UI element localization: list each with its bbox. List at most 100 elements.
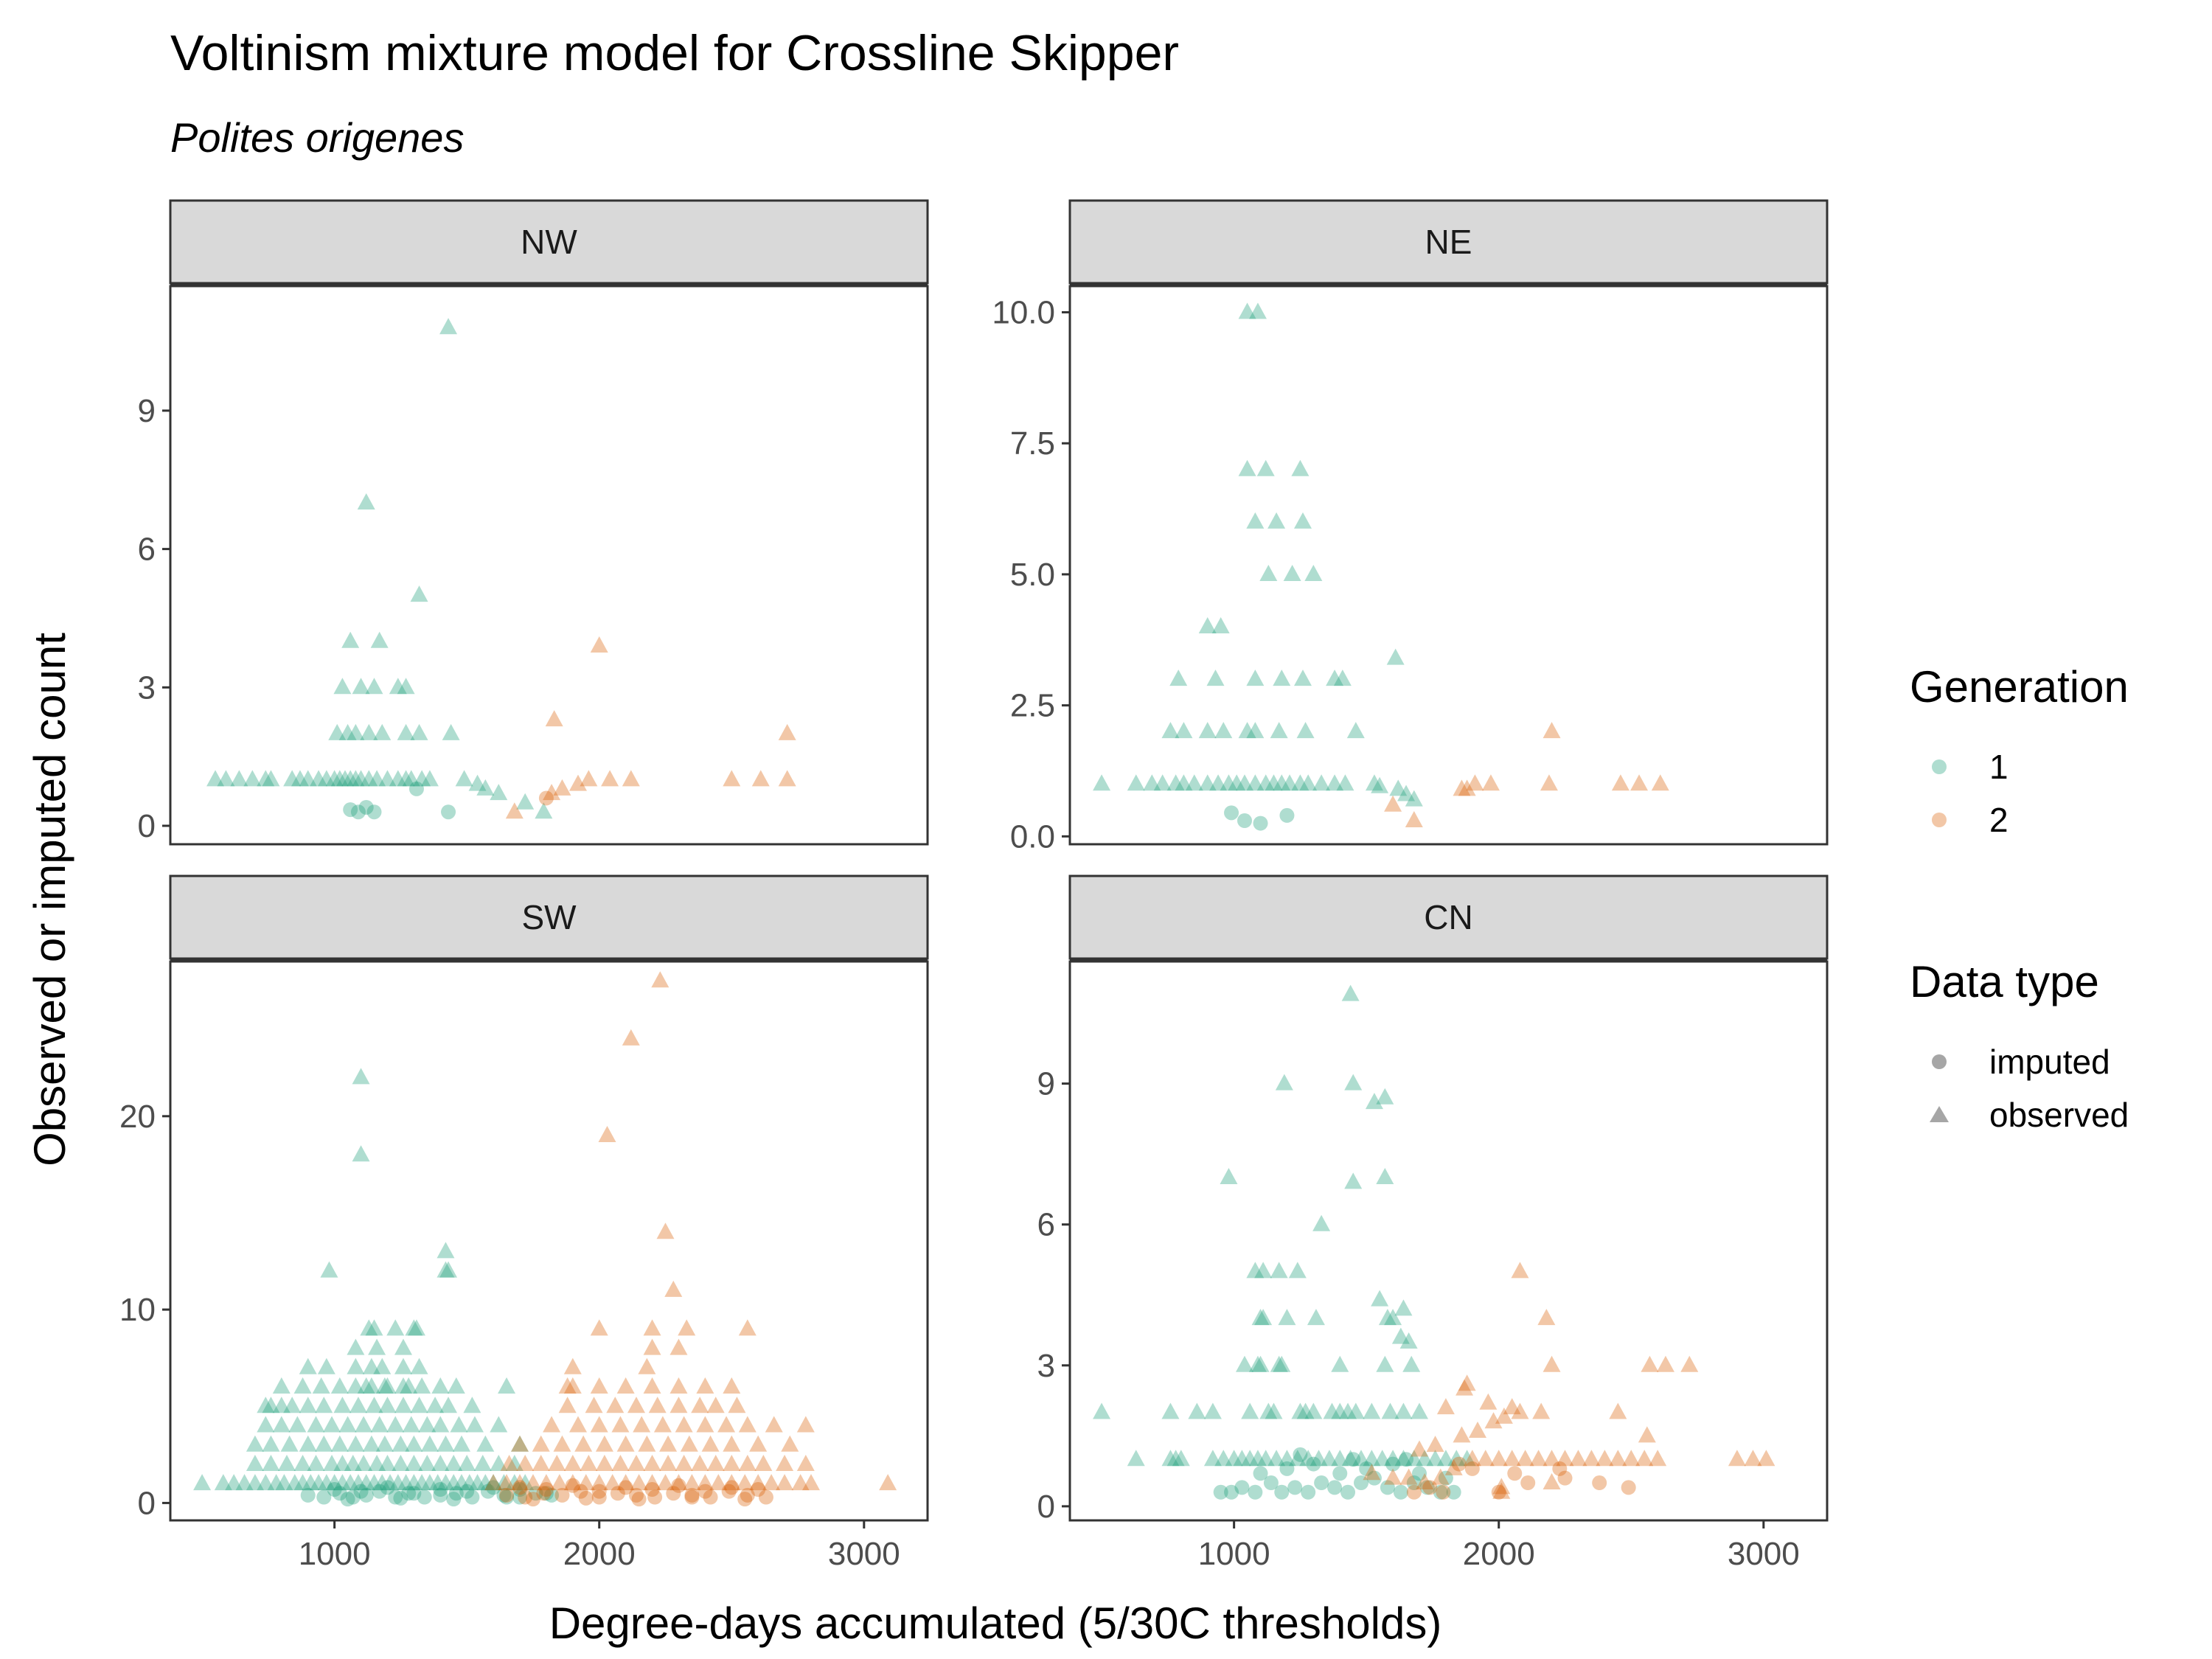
point-cn-gen2-observed: [1503, 1398, 1521, 1415]
point-sw-gen1-observed: [394, 1338, 412, 1355]
y-tick-label-sw: 0: [138, 1485, 156, 1521]
point-sw-gen1-imputed: [459, 1484, 475, 1499]
point-cn-gen1-observed: [1411, 1402, 1428, 1419]
point-ne-gen1-observed: [1294, 669, 1312, 686]
point-cn-gen2-imputed: [1422, 1480, 1438, 1495]
point-sw-gen1-observed: [400, 1377, 418, 1394]
point-sw-gen2-observed: [580, 1454, 598, 1471]
point-sw-gen2-imputed: [644, 1482, 660, 1498]
point-ne-gen1-observed: [1093, 774, 1111, 791]
point-sw-gen2-imputed: [671, 1478, 686, 1493]
point-cn-gen2-observed: [1641, 1355, 1659, 1372]
point-ne-gen1-observed: [1346, 722, 1365, 739]
point-ne-gen1-observed: [1259, 564, 1278, 581]
point-ne-gen1-observed: [1238, 302, 1256, 319]
point-sw-gen2-observed: [585, 1397, 603, 1413]
point-cn-gen1-imputed: [1385, 1456, 1401, 1472]
point-cn-gen1-imputed: [1234, 1480, 1250, 1495]
point-ne-gen1-observed: [1294, 512, 1312, 529]
y-axis-title: Observed or imputed count: [25, 633, 74, 1166]
point-sw-gen1-imputed: [353, 1484, 369, 1499]
strip-label-sw: SW: [521, 898, 577, 936]
y-tick-label-nw: 0: [138, 808, 156, 844]
point-sw-gen1-observed: [505, 1474, 524, 1491]
legend-label-observed: observed: [1989, 1096, 2129, 1134]
point-sw-gen1-observed: [272, 1397, 291, 1413]
point-sw-gen1-observed: [484, 1474, 503, 1491]
y-tick-label-cn: 0: [1037, 1489, 1055, 1525]
point-cn-gen1-observed: [1248, 1355, 1267, 1372]
point-sw-gen2-imputed: [591, 1484, 607, 1499]
point-cn-gen1-observed: [1310, 1450, 1328, 1467]
point-ne-gen1-observed: [1283, 564, 1301, 581]
point-cn-gen1-observed: [1331, 1402, 1349, 1419]
point-cn-gen2-observed: [1680, 1355, 1699, 1372]
point-sw-gen2-observed: [791, 1474, 810, 1491]
point-cn-gen1-observed: [1376, 1355, 1394, 1372]
point-nw-gen1-observed: [535, 802, 553, 819]
point-cn-gen1-observed: [1273, 1355, 1291, 1372]
point-sw-gen1-observed: [214, 1474, 232, 1491]
point-sw-gen1-observed: [373, 1474, 392, 1491]
point-sw-gen2-observed: [776, 1474, 794, 1491]
point-sw-gen1-observed: [333, 1474, 352, 1491]
point-sw-gen1-observed: [257, 1416, 275, 1433]
point-cn-gen1-observed: [1256, 1450, 1275, 1467]
point-sw-gen1-observed: [413, 1474, 431, 1491]
point-nw-gen1-observed: [455, 770, 473, 787]
point-cn-gen2-imputed: [1406, 1484, 1422, 1500]
point-cn-gen1-imputed: [1433, 1484, 1448, 1500]
point-cn-gen2-observed: [1492, 1482, 1511, 1499]
point-ne-gen1-observed: [1299, 774, 1318, 791]
point-nw-gen1-observed: [257, 770, 275, 787]
point-nw-gen2-observed: [569, 774, 587, 791]
point-sw-gen2-observed: [680, 1435, 698, 1452]
point-sw-gen1-observed: [392, 1454, 410, 1471]
point-sw-gen1-imputed: [388, 1489, 403, 1505]
point-ne-gen1-observed: [1273, 669, 1291, 686]
point-sw-gen1-observed: [362, 1435, 380, 1452]
point-ne-gen1-observed: [1143, 774, 1161, 791]
point-cn-gen1-observed: [1288, 1450, 1307, 1467]
y-tick-label-cn: 3: [1037, 1348, 1055, 1384]
point-sw-gen1-observed: [445, 1474, 463, 1491]
point-ne-gen1-observed: [1326, 774, 1344, 791]
point-sw-gen2-observed: [543, 1416, 561, 1433]
point-cn-gen2-observed: [1476, 1450, 1495, 1467]
point-cn-gen1-observed: [1251, 1355, 1270, 1372]
point-sw-gen1-observed: [293, 1454, 312, 1471]
point-cn-gen1-observed: [1323, 1402, 1341, 1419]
point-cn-gen1-observed: [1267, 1450, 1286, 1467]
point-cn-gen1-observed: [1265, 1402, 1283, 1419]
panel-border-ne: [1068, 285, 1829, 846]
point-sw-gen2-observed: [638, 1435, 656, 1452]
point-sw-gen1-observed: [315, 1397, 333, 1413]
point-sw-gen1-observed: [352, 1068, 370, 1085]
point-nw-gen1-observed: [283, 770, 302, 787]
point-sw-gen1-imputed: [300, 1487, 316, 1503]
point-sw-gen2-observed: [598, 1126, 616, 1143]
point-sw-gen1-observed: [317, 1357, 335, 1374]
point-sw-gen1-observed: [355, 1454, 373, 1471]
point-cn-gen2-observed: [1556, 1450, 1574, 1467]
point-sw-gen2-observed: [630, 1474, 648, 1491]
point-cn-gen2-observed: [1453, 1426, 1471, 1443]
point-sw-gen1-observed: [402, 1416, 420, 1433]
point-sw-gen2-imputed: [618, 1480, 633, 1495]
point-nw-gen1-observed: [217, 770, 235, 787]
y-tick-label-sw: 20: [119, 1099, 156, 1135]
point-ne-gen1-observed: [1169, 669, 1188, 686]
point-sw-gen1-imputed: [465, 1489, 480, 1505]
strip-sw: [169, 874, 929, 960]
point-sw-gen2-observed: [616, 1474, 635, 1491]
point-cn-gen1-observed: [1352, 1450, 1370, 1467]
point-cn-gen2-imputed: [1491, 1484, 1506, 1500]
point-ne-gen1-observed: [1185, 774, 1203, 791]
point-cn-gen1-observed: [1127, 1450, 1145, 1467]
point-sw-gen1-observed: [347, 1338, 365, 1355]
point-sw-gen2-observed: [728, 1397, 746, 1413]
point-sw-gen2-observed: [691, 1397, 709, 1413]
point-sw-gen2-observed: [590, 1377, 608, 1394]
point-sw-gen2-observed: [765, 1416, 783, 1433]
